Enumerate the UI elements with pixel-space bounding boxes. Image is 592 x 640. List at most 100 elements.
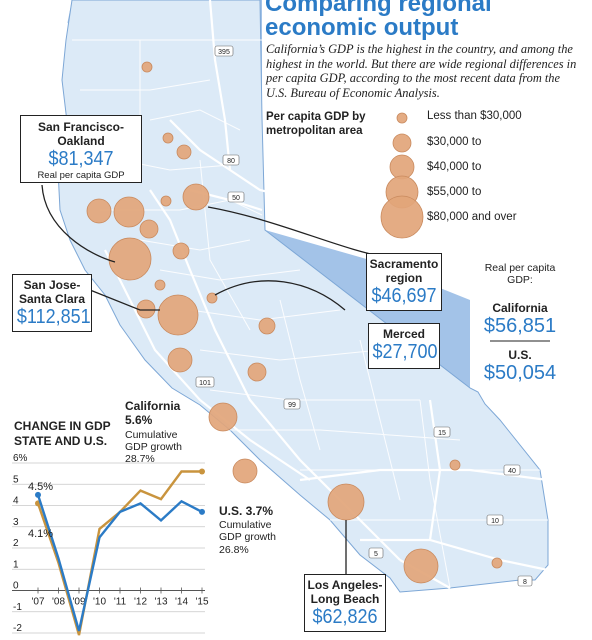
metro-bubble [258,317,276,335]
x-tick-label: '15 [195,597,208,608]
series-endpoint [199,508,205,515]
x-tick-label: '14 [175,597,188,608]
metro-bubble [449,459,461,471]
metro-bubble [139,219,159,239]
metro-bubble [136,299,156,319]
sidebar-ca-label: California [492,301,548,315]
metro-bubble [113,196,145,228]
highway-shield-395: 395 [214,45,234,57]
legend-bubble-2 [392,133,412,153]
callout-sj-name-1: San Jose- [23,278,81,292]
metro-bubble [157,294,199,336]
callout-merced-value: $27,700 [372,341,438,363]
metro-bubble [208,402,238,432]
chart-us-start-label: 4.5% [28,481,54,493]
svg-text:15: 15 [438,430,446,437]
legend-bubble-3 [389,154,415,180]
metro-bubble [491,557,503,569]
sidebar-heading: Real per capita GDP: [484,262,556,286]
gdp-line-chart: 6% 5 4 3 2 1 0 -1 -2 '07 '08 '09 '10 '11 '12 '13 '14 '15 [12,453,209,636]
callout-los-angeles: Los Angeles- Long Beach $62,826 [304,574,386,632]
highway-badges: 395 80 50 101 99 15 40 10 5 8 [195,45,533,587]
y-tick-label: 5 [13,474,19,485]
callout-sac-name-2: region [385,271,423,285]
page-title: Comparing regional economic output [265,0,585,40]
highway-shield-15: 15 [433,426,451,438]
metro-bubble [172,242,190,260]
series-line-u-s [36,494,203,632]
y-tick-label: 3 [13,517,19,528]
legend-label-4: $55,000 to [427,186,482,198]
chart-y-ticks: 6% 5 4 3 2 1 0 -1 -2 [13,453,28,634]
svg-text:50: 50 [232,195,240,202]
title-line-2: economic output [265,14,459,41]
legend-label-2: $30,000 to [427,136,482,148]
highway-shield-80: 80 [222,154,240,166]
callout-san-jose: San Jose- Santa Clara $112,851 [12,274,92,332]
sidebar-us-value: $50,054 [483,362,557,384]
x-tick-label: '09 [72,597,85,608]
x-tick-label: '08 [52,597,65,608]
svg-text:101: 101 [199,380,211,387]
ocean [0,0,390,640]
legend-title: Per capita GDP by metropolitan area [266,111,366,137]
x-tick-label: '07 [31,597,44,608]
x-tick-label: '12 [134,597,147,608]
legend-bubbles [380,112,424,239]
callout-la-name-2: Long Beach [310,592,380,606]
chart-series-lines [35,468,205,636]
metro-bubble [167,347,193,373]
svg-text:8: 8 [523,579,527,586]
chart-title: CHANGE IN GDP STATE AND U.S. [14,419,111,449]
svg-text:99: 99 [288,402,296,409]
highway-shield-50: 50 [227,191,245,203]
y-tick-label: 1 [13,559,19,570]
metro-bubble [176,144,192,160]
callout-sj-value: $112,851 [16,306,91,328]
x-tick-label: '10 [93,597,106,608]
sidebar-us-label: U.S. [508,348,532,362]
metro-bubble [206,292,218,304]
chart-ca-start-label: 4.1% [28,528,54,540]
callout-merced-name: Merced [382,327,426,341]
chart-ca-value: 5.6% [125,413,153,427]
y-tick-label: 4 [13,496,19,507]
highway-shield-101: 101 [195,376,215,388]
legend-label-3: $40,000 to [427,161,482,173]
metro-bubble [247,362,267,382]
legend-bubble-5 [380,195,424,239]
y-tick-label: 2 [13,538,19,549]
svg-text:10: 10 [491,518,499,525]
callout-la-value: $62,826 [312,606,378,628]
callout-leader-lines [41,184,391,575]
metro-bubble [182,183,210,211]
series-endpoint [35,491,41,498]
sidebar-ca-value: $56,851 [483,315,557,337]
legend-bubble-1 [396,112,408,124]
callout-sf-note: Real per capita GDP [37,170,125,181]
metro-bubble [160,195,172,207]
highway-shield-8: 8 [517,575,533,587]
y-tick-label: 0 [13,581,19,592]
svg-text:40: 40 [508,468,516,475]
chart-x-ticks: '07 '08 '09 '10 '11 '12 '13 '14 '15 [31,587,209,608]
callout-sf-name-1: San Francisco- [37,120,125,134]
chart-title-line-1: CHANGE IN GDP [14,419,111,433]
y-tick-label: -1 [13,602,22,613]
highway-shield-10: 10 [486,514,504,526]
callout-sf-value: $81,347 [48,148,114,170]
metro-bubble [327,483,365,521]
x-tick-label: '13 [154,597,167,608]
legend-label-1: Less than $30,000 [427,110,522,122]
chart-us-cumulative-value: 26.8% [219,544,249,556]
metro-bubble [403,548,439,584]
metro-bubble [108,237,152,281]
metro-bubble [232,458,258,484]
series-endpoint [199,468,205,475]
callout-sacramento: Sacramento region $46,697 [366,253,442,311]
y-tick-label: -2 [13,623,22,634]
chart-title-line-2: STATE AND U.S. [14,434,108,448]
callout-sac-value: $46,697 [371,285,437,307]
callout-sf-name-2: Oakland [57,134,105,148]
